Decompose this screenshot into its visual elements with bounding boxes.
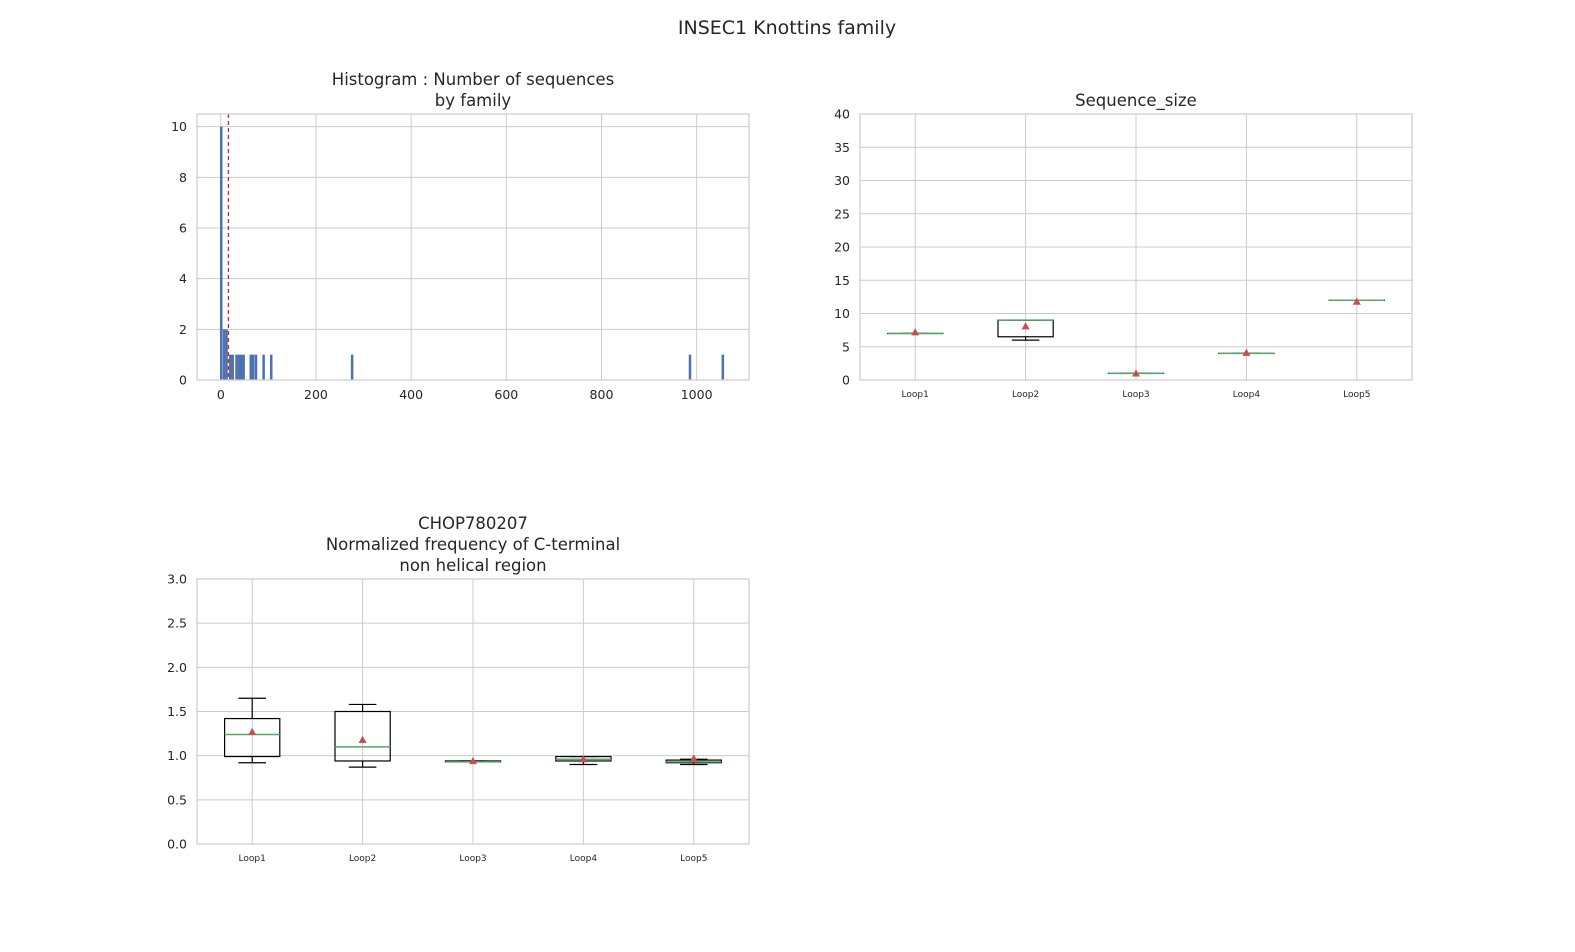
histogram-bar: [251, 354, 255, 380]
y-tick-label: 15: [834, 273, 850, 288]
x-tick-label: Loop5: [1343, 390, 1370, 400]
sequence-size-chart: Sequence_size 0 5 10 15 20 25 30 35 40 Loop1 Loop2 L…: [834, 91, 1413, 400]
histogram-bar: [249, 354, 253, 380]
chart-title-line: Histogram : Number of sequences: [332, 70, 614, 89]
histogram-bar: [262, 354, 265, 380]
y-tick-label: 5: [842, 339, 850, 354]
histogram-bar: [721, 354, 725, 380]
mean-marker: [469, 756, 477, 765]
x-tick-label: Loop2: [349, 854, 376, 864]
chart-title-line: Normalized frequency of C-terminal: [326, 535, 620, 554]
mean-marker: [1352, 297, 1361, 305]
axes-frame: [196, 113, 750, 381]
histogram-bar: [235, 354, 238, 380]
x-tick-label: Loop3: [1122, 390, 1149, 400]
chart-title-line: CHOP780207: [418, 514, 528, 533]
y-tick-label: 1.0: [167, 748, 187, 763]
y-tick-label: 40: [834, 107, 850, 122]
y-tick-label: 2.5: [167, 616, 187, 631]
chart-title-line: by family: [435, 91, 512, 110]
histogram-bar: [222, 329, 226, 380]
axes-frame: [859, 113, 1413, 381]
figure-suptitle: INSEC1 Knottins family: [678, 17, 896, 39]
x-tick-label: Loop3: [459, 854, 486, 864]
y-tick-label: 10: [834, 306, 850, 321]
mean-marker: [1132, 369, 1140, 377]
y-tick-label: 8: [179, 170, 187, 185]
histogram-bar: [688, 354, 692, 380]
histogram-bar: [229, 354, 232, 380]
histogram-bar: [350, 354, 354, 380]
mean-marker: [1242, 348, 1251, 356]
y-tick-label: 4: [179, 271, 187, 286]
y-tick-label: 0: [842, 373, 850, 388]
x-tick-label: 800: [590, 387, 614, 402]
y-tick-label: 0.0: [167, 837, 187, 852]
x-tick-label: 400: [399, 387, 423, 402]
x-tick-label: Loop1: [902, 390, 929, 400]
histogram-bar: [225, 329, 228, 380]
axes-frame: [196, 578, 750, 845]
chart-title-line: non helical region: [399, 556, 546, 575]
y-tick-label: 2.0: [167, 660, 187, 675]
histogram-bar: [237, 354, 241, 380]
histogram-bar: [242, 354, 245, 380]
histogram-bar: [239, 354, 243, 380]
x-tick-label: Loop4: [570, 854, 598, 864]
y-tick-label: 0.5: [167, 792, 187, 807]
y-tick-label: 25: [834, 206, 850, 221]
y-tick-label: 1.5: [167, 704, 187, 719]
y-tick-label: 35: [834, 140, 850, 155]
y-tick-label: 30: [834, 173, 850, 188]
histogram-chart: Histogram : Number of sequences by family…: [171, 70, 750, 402]
histogram-bar: [254, 354, 258, 380]
x-tick-label: 0: [217, 387, 225, 402]
y-tick-label: 2: [179, 322, 187, 337]
histogram-bar: [269, 354, 273, 380]
box: [224, 717, 281, 758]
chart-title-line: Sequence_size: [1075, 91, 1197, 111]
mean-marker: [689, 754, 698, 762]
y-tick-label: 20: [834, 240, 850, 255]
x-tick-label: Loop1: [239, 854, 266, 864]
mean-marker: [1021, 322, 1030, 330]
mean-marker: [358, 735, 367, 743]
x-tick-label: 200: [304, 387, 328, 402]
y-tick-label: 6: [179, 221, 187, 236]
box: [334, 710, 391, 762]
mean-marker: [911, 328, 920, 336]
chop780207-chart: CHOP780207 Normalized frequency of C-term…: [167, 514, 750, 864]
x-tick-label: 1000: [681, 387, 713, 402]
x-tick-label: 600: [494, 387, 518, 402]
y-tick-label: 10: [171, 119, 187, 134]
x-tick-label: Loop4: [1233, 390, 1261, 400]
mean-marker: [579, 755, 588, 763]
mean-marker: [248, 727, 257, 736]
y-tick-label: 0: [179, 373, 187, 388]
y-tick-label: 3.0: [167, 572, 187, 587]
histogram-bar: [220, 126, 223, 381]
histogram-bar: [231, 354, 234, 380]
x-tick-label: Loop2: [1012, 390, 1039, 400]
x-tick-label: Loop5: [680, 854, 707, 864]
